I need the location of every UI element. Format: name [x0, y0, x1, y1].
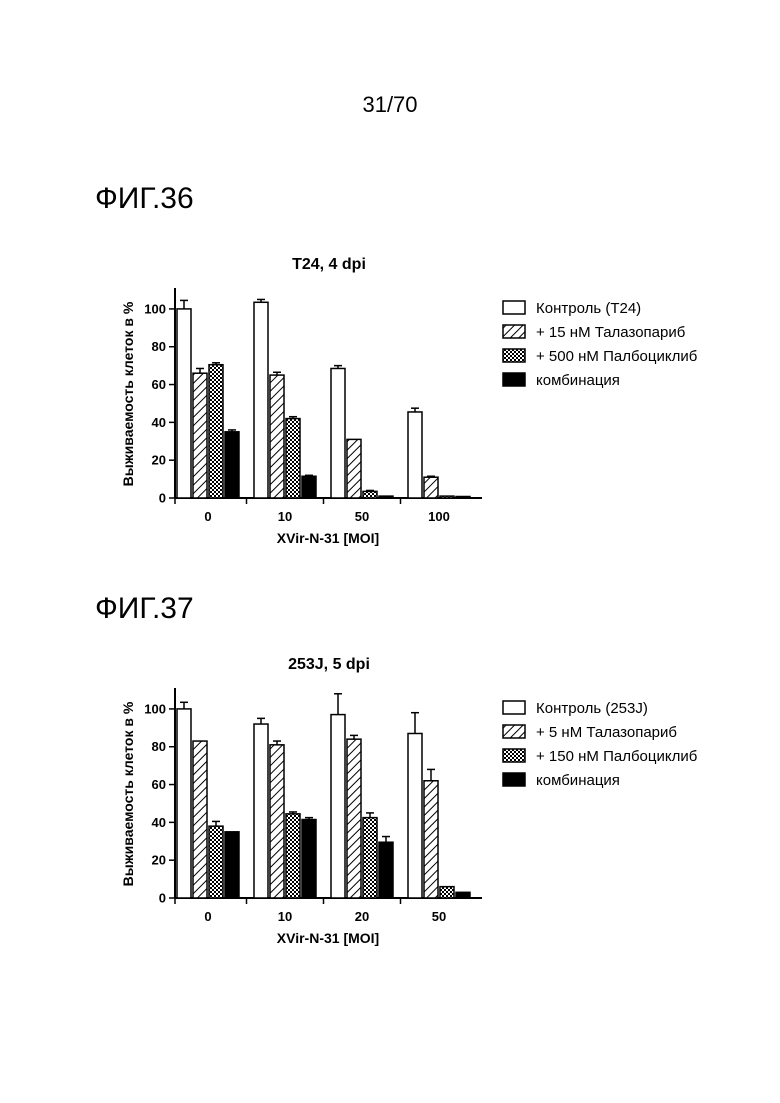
chart-253j: 253J, 5 dpi 0 20 40 60 80 100 0 10 20 50 XVir-N-31 …: [0, 645, 780, 975]
x-tick-label: 0: [204, 509, 211, 524]
bar-solid-100: [456, 497, 470, 499]
bar-checker-10: [286, 814, 300, 898]
bar-hatch-50: [347, 439, 361, 498]
bar-open-20: [331, 715, 345, 898]
bar-hatch-0: [193, 373, 207, 498]
y-axis-label: Выживаемость клеток в %: [120, 701, 136, 886]
figure-label-37: ФИГ.37: [95, 592, 194, 626]
bar-open-0: [177, 709, 191, 898]
bar-open-50: [408, 733, 422, 898]
bar-solid-10: [302, 476, 316, 498]
y-tick-label: 0: [159, 491, 166, 506]
bar-checker-100: [440, 496, 454, 498]
legend-swatch-open: [503, 301, 525, 314]
y-tick-label: 60: [152, 377, 166, 392]
bar-open-100: [408, 412, 422, 498]
x-axis-label: XVir-N-31 [MOI]: [277, 530, 379, 546]
page-number: 31/70: [0, 92, 780, 118]
legend-swatch-hatch: [503, 325, 525, 338]
y-tick-label: 20: [152, 453, 166, 468]
y-axis-label: Выживаемость клеток в %: [120, 301, 136, 486]
legend-label: Контроль (253J): [536, 700, 648, 717]
legend-swatch-solid: [503, 773, 525, 786]
legend-label: + 5 нМ Талазопариб: [536, 724, 677, 741]
legend-swatch-checker: [503, 749, 525, 762]
bar-open-50: [331, 368, 345, 498]
x-tick-label: 100: [428, 509, 450, 524]
legend-label: Контроль (T24): [536, 300, 641, 317]
bar-hatch-20: [347, 739, 361, 898]
bar-hatch-100: [424, 477, 438, 498]
y-tick-label: 100: [144, 701, 166, 716]
bar-solid-50: [379, 496, 393, 498]
legend-label: + 150 нМ Палбоциклиб: [536, 748, 697, 765]
bar-solid-0: [225, 432, 239, 498]
legend-label: комбинация: [536, 372, 620, 389]
x-tick-label: 0: [204, 909, 211, 924]
bar-hatch-10: [270, 375, 284, 498]
legend-swatch-open: [503, 701, 525, 714]
y-tick-label: 40: [152, 815, 166, 830]
figure-label-36: ФИГ.36: [95, 182, 194, 216]
chart-title: T24, 4 dpi: [292, 256, 366, 273]
bar-checker-50: [440, 887, 454, 898]
legend-swatch-hatch: [503, 725, 525, 738]
x-tick-label: 20: [355, 909, 369, 924]
legend-swatch-checker: [503, 349, 525, 362]
x-tick-label: 50: [355, 509, 369, 524]
bar-checker-0: [209, 826, 223, 898]
legend-label: + 500 нМ Палбоциклиб: [536, 348, 697, 365]
y-tick-label: 80: [152, 339, 166, 354]
bar-checker-0: [209, 365, 223, 498]
y-tick-label: 100: [144, 301, 166, 316]
legend-swatch-solid: [503, 373, 525, 386]
chart-t24: T24, 4 dpi 0 20 40 60 80 100 0 10 50 100 XVir-N-31 …: [0, 245, 780, 575]
bar-checker-20: [363, 818, 377, 898]
y-tick-label: 20: [152, 853, 166, 868]
bar-open-10: [254, 302, 268, 498]
legend-label: + 15 нМ Талазопариб: [536, 324, 685, 341]
chart-title: 253J, 5 dpi: [288, 656, 370, 673]
bar-hatch-50: [424, 781, 438, 898]
bar-hatch-10: [270, 745, 284, 898]
legend-label: комбинация: [536, 772, 620, 789]
x-tick-label: 10: [278, 509, 292, 524]
x-axis-label: XVir-N-31 [MOI]: [277, 930, 379, 946]
y-tick-label: 40: [152, 415, 166, 430]
bar-checker-50: [363, 491, 377, 498]
bar-solid-0: [225, 832, 239, 898]
bar-solid-20: [379, 842, 393, 898]
bar-hatch-0: [193, 741, 207, 898]
x-tick-label: 10: [278, 909, 292, 924]
bar-solid-10: [302, 820, 316, 898]
bar-open-0: [177, 309, 191, 498]
bar-checker-10: [286, 419, 300, 498]
bar-open-10: [254, 724, 268, 898]
y-tick-label: 80: [152, 739, 166, 754]
bar-solid-50: [456, 892, 470, 898]
x-tick-label: 50: [432, 909, 446, 924]
y-tick-label: 60: [152, 777, 166, 792]
y-tick-label: 0: [159, 891, 166, 906]
